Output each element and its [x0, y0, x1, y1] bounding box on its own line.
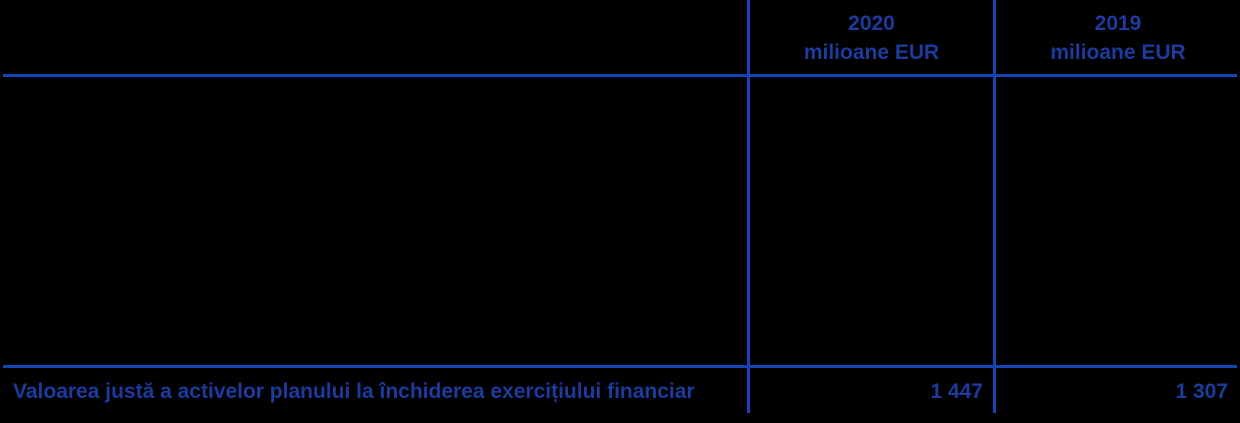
body-rule — [3, 365, 1237, 368]
row-label-plan-assets-fair-value: Valoarea justă a activelor planului la î… — [13, 380, 695, 403]
column-divider-1 — [747, 0, 750, 413]
header-rule — [3, 74, 1237, 77]
column-divider-2 — [993, 0, 996, 413]
column-year-2019: 2019 — [1094, 12, 1142, 35]
value-2020: 1 447 — [930, 380, 983, 403]
column-unit-2019: milioane EUR — [1050, 41, 1186, 64]
column-unit-2020: milioane EUR — [803, 41, 940, 64]
column-year-2020: 2020 — [848, 12, 895, 35]
column-header-2020: 2020 milioane EUR — [750, 9, 993, 67]
value-2019: 1 307 — [1175, 380, 1228, 403]
column-header-2019: 2019 milioane EUR — [996, 9, 1240, 67]
